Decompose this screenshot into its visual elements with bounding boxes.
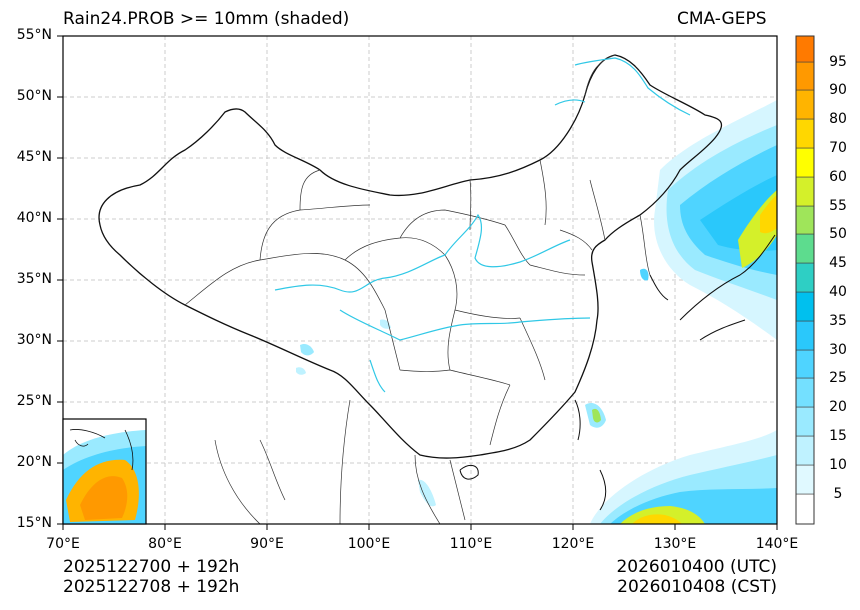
init-time-utc: 2025122700 + 192h xyxy=(63,557,240,577)
cb-swatch-13 xyxy=(795,118,815,149)
probability-shading xyxy=(296,100,777,524)
lat-label-50: 50°N xyxy=(16,88,52,104)
shade-taiwan-core xyxy=(592,408,601,423)
inset-map xyxy=(62,418,147,525)
valid-time-block: 2026010400 (UTC) 2026010408 (CST) xyxy=(597,557,777,597)
valid-time-utc: 2026010400 (UTC) xyxy=(616,557,777,577)
init-time-block: 2025122700 + 192h 2025122708 + 192h xyxy=(63,557,239,597)
cb-label-25: 25 xyxy=(829,370,847,386)
lon-label-100: 100°E xyxy=(347,536,391,552)
lat-label-40: 40°N xyxy=(16,210,52,226)
cb-label-20: 20 xyxy=(829,399,847,415)
shade-korea xyxy=(640,268,649,281)
model-name: CMA-GEPS xyxy=(677,9,767,29)
lat-label-35: 35°N xyxy=(16,271,52,287)
grid-lines xyxy=(63,36,777,524)
cb-label-55: 55 xyxy=(829,198,847,214)
cb-label-5: 5 xyxy=(833,486,843,502)
cb-swatch-16 xyxy=(795,35,815,63)
inset-coast xyxy=(69,429,134,471)
cb-swatch-9 xyxy=(795,233,815,264)
cb-label-30: 30 xyxy=(829,342,847,358)
map-title: Rain24.PROB >= 10mm (shaded) xyxy=(63,9,350,29)
shade-scs xyxy=(418,479,436,507)
lon-label-120: 120°E xyxy=(551,536,595,552)
shade-east-max xyxy=(760,195,777,234)
cb-swatch-11 xyxy=(795,176,815,207)
init-time-cst: 2025122708 + 192h xyxy=(63,577,240,597)
colorbar xyxy=(795,35,815,525)
cb-label-50: 50 xyxy=(829,226,847,242)
cb-swatch-3 xyxy=(795,406,815,437)
lon-label-130: 130°E xyxy=(653,536,697,552)
neighbour-borders xyxy=(214,54,651,524)
lon-label-110: 110°E xyxy=(449,536,493,552)
axis-ticks xyxy=(57,35,778,530)
cb-label-80: 80 xyxy=(829,111,847,127)
cb-label-70: 70 xyxy=(829,140,847,156)
inset-shade-max xyxy=(80,476,128,520)
lat-label-25: 25°N xyxy=(16,393,52,409)
shade-tibet xyxy=(300,343,314,356)
lat-label-30: 30°N xyxy=(16,332,52,348)
cb-label-60: 60 xyxy=(829,169,847,185)
lat-label-45: 45°N xyxy=(16,149,52,165)
cb-swatch-8 xyxy=(795,262,815,293)
cb-label-15: 15 xyxy=(829,428,847,444)
cb-label-95: 95 xyxy=(829,54,847,70)
lon-label-90: 90°E xyxy=(250,536,284,552)
shade-tibet3 xyxy=(380,319,391,329)
cb-swatch-14 xyxy=(795,89,815,120)
cb-swatch-4 xyxy=(795,377,815,408)
cb-swatch-7 xyxy=(795,291,815,322)
cb-swatch-12 xyxy=(795,147,815,178)
valid-time-cst: 2026010408 (CST) xyxy=(617,577,777,597)
lat-label-15: 15°N xyxy=(16,515,52,531)
lat-label-55: 55°N xyxy=(16,27,52,43)
lat-label-20: 20°N xyxy=(16,454,52,470)
lon-label-140: 140°E xyxy=(755,536,799,552)
cb-swatch-2 xyxy=(795,435,815,466)
shade-tibet2 xyxy=(296,367,306,375)
province-lines xyxy=(184,159,606,446)
cb-label-35: 35 xyxy=(829,313,847,329)
boundaries xyxy=(98,54,776,524)
cb-label-40: 40 xyxy=(829,284,847,300)
cb-swatch-0 xyxy=(795,493,815,525)
china-border xyxy=(98,54,723,459)
rivers xyxy=(274,57,691,393)
cb-swatch-15 xyxy=(795,61,815,91)
cb-label-10: 10 xyxy=(829,457,847,473)
cb-swatch-1 xyxy=(795,464,815,495)
coastline-korea-japan xyxy=(459,234,776,511)
cb-swatch-5 xyxy=(795,349,815,379)
shade-se-max xyxy=(632,514,682,524)
cb-swatch-10 xyxy=(795,205,815,235)
lon-label-70: 70°E xyxy=(46,536,80,552)
cb-label-90: 90 xyxy=(829,82,847,98)
cb-label-45: 45 xyxy=(829,255,847,271)
lon-label-80: 80°E xyxy=(148,536,182,552)
cb-swatch-6 xyxy=(795,320,815,351)
